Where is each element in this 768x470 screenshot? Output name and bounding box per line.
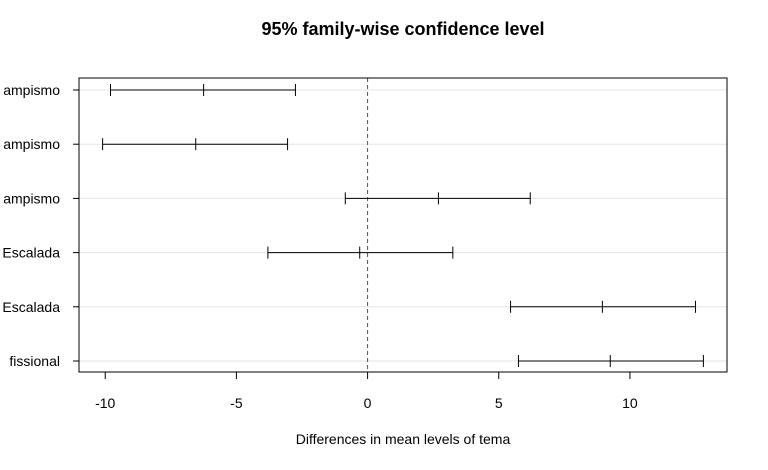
y-tick-label: Escalada <box>2 245 60 261</box>
interval-mark <box>517 355 704 367</box>
x-tick-label: -10 <box>95 395 115 411</box>
interval-mark <box>267 246 454 259</box>
y-tick-label: ampismo <box>3 82 60 98</box>
x-tick-label: -5 <box>230 395 243 411</box>
x-tick-label: 0 <box>364 395 372 411</box>
interval-mark <box>510 300 697 313</box>
chart-title: 95% family-wise confidence level <box>261 19 544 39</box>
plot-frame <box>78 77 728 373</box>
interval-marks <box>102 84 704 367</box>
x-tick-label: 10 <box>622 395 638 411</box>
interval-mark <box>109 84 296 96</box>
x-axis-label: Differences in mean levels of tema <box>296 431 511 447</box>
y-tick-label: Escalada <box>2 299 60 315</box>
y-axis: ampismo ampismo ampismo Escalada Escalada fis… <box>2 82 79 369</box>
y-tick-label: ampismo <box>3 190 60 206</box>
interval-mark <box>102 138 289 151</box>
grid-lines <box>79 89 727 362</box>
x-tick-label: 5 <box>495 395 503 411</box>
y-tick-label: ampismo <box>3 136 60 152</box>
y-tick-label: fissional <box>9 353 60 369</box>
interval-mark <box>344 192 531 205</box>
x-axis: -10 -5 0 5 10 <box>95 371 638 411</box>
